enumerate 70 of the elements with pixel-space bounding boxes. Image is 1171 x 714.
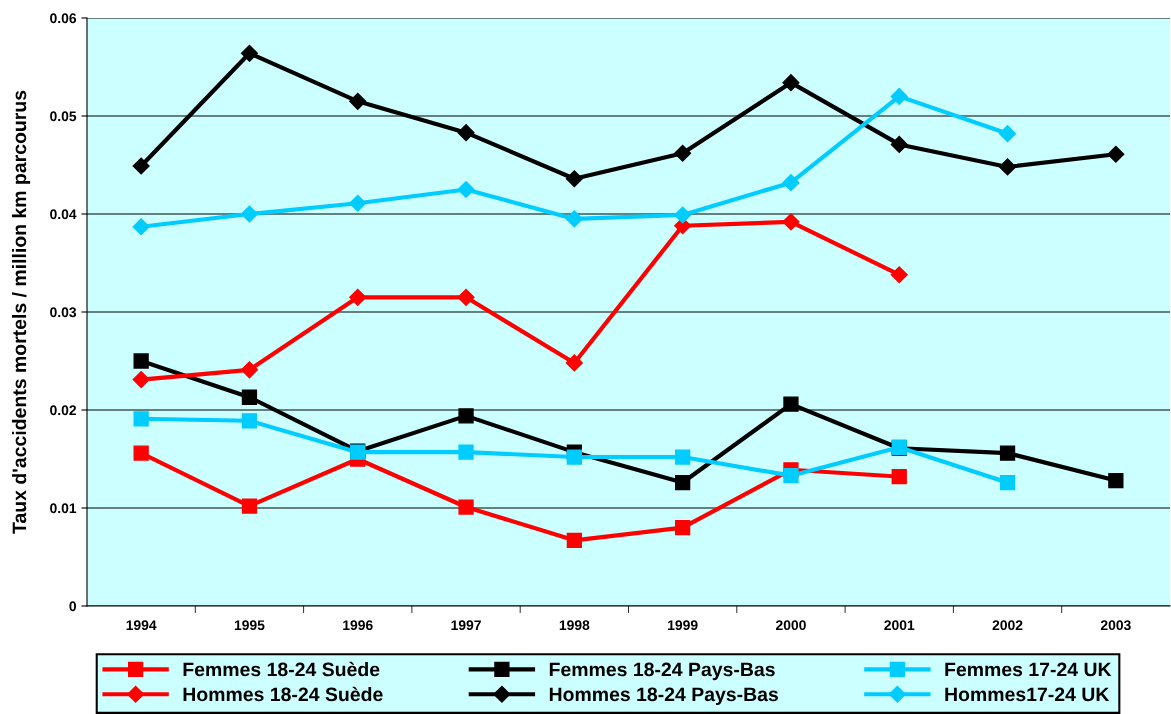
y-tick-label: 0.06 — [50, 13, 77, 24]
legend-label: Femmes 18-24 Suède — [183, 661, 380, 677]
x-tick-label: 1996 — [343, 620, 373, 631]
point — [890, 135, 908, 153]
point — [241, 498, 258, 514]
point — [890, 87, 908, 105]
x-tick-label: 1994 — [126, 620, 157, 631]
point — [782, 74, 800, 92]
point — [458, 408, 474, 424]
x-tick-label: 1998 — [559, 620, 590, 631]
x-tick-label: 1995 — [234, 620, 265, 631]
y-tick-label: 0 — [69, 601, 77, 612]
x-tick-label: 2000 — [775, 620, 806, 631]
point — [998, 125, 1017, 143]
point — [675, 519, 691, 536]
legend-label: Hommes 18-24 Pays-Bas — [549, 687, 778, 706]
point — [241, 413, 258, 429]
y-tick-label: 0.05 — [50, 111, 77, 122]
point — [457, 124, 475, 142]
point — [240, 205, 259, 223]
point — [133, 445, 149, 461]
y-axis-title: Taux d'accidents mortels / million km parcourus — [11, 90, 31, 534]
point — [457, 288, 475, 306]
point — [565, 354, 583, 372]
point — [458, 499, 474, 515]
point — [1108, 472, 1124, 489]
point — [674, 206, 692, 224]
point — [349, 288, 367, 306]
point — [349, 194, 367, 212]
point — [998, 158, 1017, 176]
legend-label: Femmes 17-24 UK — [945, 662, 1112, 677]
point — [566, 449, 582, 465]
legend-label: Hommes17-24 UK — [945, 687, 1110, 702]
point — [240, 361, 259, 379]
point — [133, 353, 149, 369]
point — [566, 532, 582, 548]
y-tick-label: 0.01 — [50, 503, 77, 514]
legend-label: Hommes 18-24 Suède — [183, 686, 383, 702]
point — [890, 266, 908, 284]
point — [999, 474, 1016, 491]
point — [132, 371, 150, 389]
y-tick-label: 0.02 — [50, 405, 77, 416]
legend-label: Femmes 18-24 Pays-Bas — [549, 662, 775, 681]
point — [782, 174, 800, 192]
point — [783, 468, 799, 484]
x-tick-label: 1997 — [451, 620, 481, 631]
point — [240, 44, 259, 62]
x-tick-label: 2002 — [992, 620, 1023, 631]
point — [349, 92, 367, 110]
point — [458, 444, 474, 460]
point — [132, 218, 150, 236]
point — [565, 170, 583, 188]
x-tick-label: 2003 — [1100, 620, 1131, 631]
point — [565, 210, 583, 228]
point — [133, 411, 149, 427]
point — [675, 474, 691, 491]
point — [999, 445, 1016, 461]
point — [132, 157, 150, 175]
point — [674, 144, 692, 162]
point — [1107, 145, 1125, 163]
point — [675, 449, 691, 465]
y-tick-label: 0.04 — [50, 209, 77, 220]
point — [241, 389, 258, 405]
point — [782, 213, 800, 231]
y-tick-label: 0.03 — [50, 307, 77, 318]
point — [783, 396, 799, 412]
x-tick-label: 1999 — [668, 620, 698, 631]
point — [457, 180, 475, 199]
point — [891, 469, 907, 485]
x-tick-label: 2001 — [884, 620, 915, 631]
